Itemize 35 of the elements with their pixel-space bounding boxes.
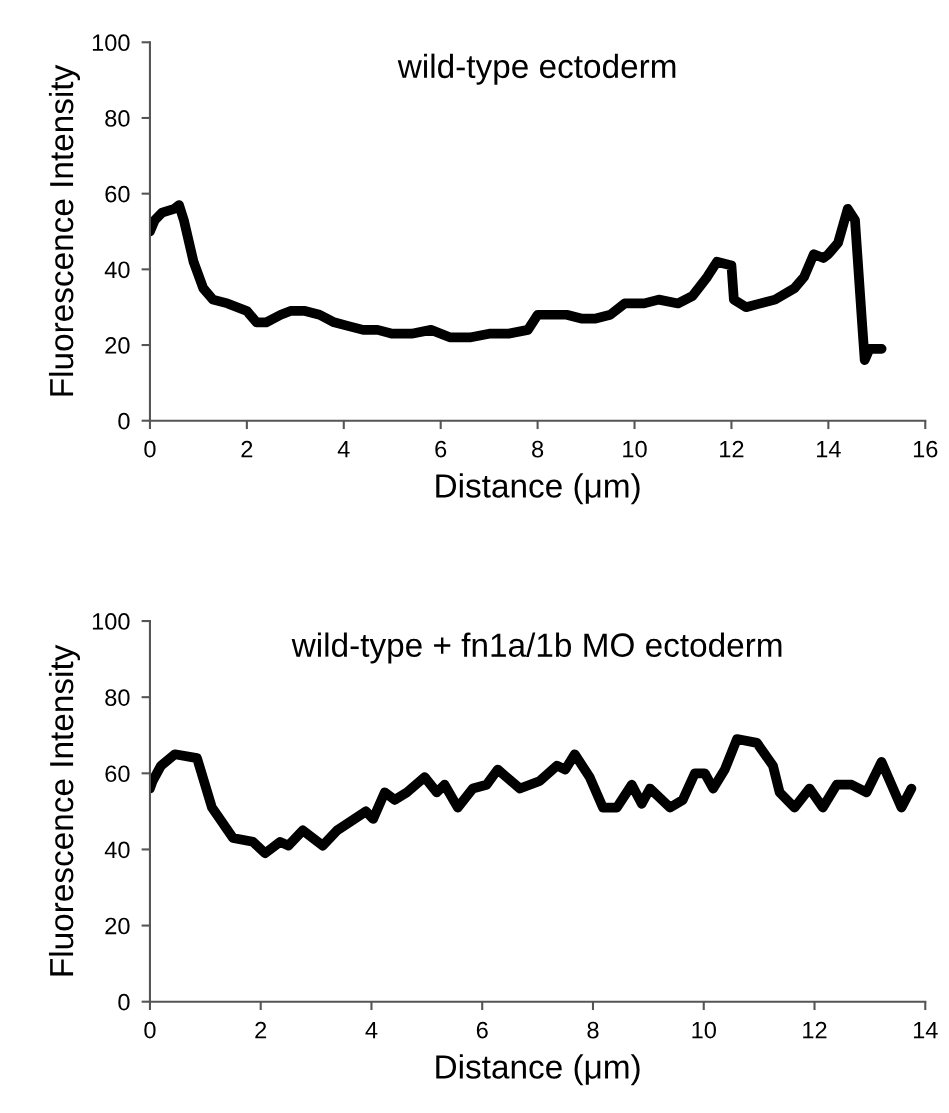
x-tick-label: 8 bbox=[587, 1021, 599, 1039]
x-tick-label: 8 bbox=[532, 440, 544, 458]
x-tick-label: 2 bbox=[241, 440, 253, 458]
x-tick-label: 0 bbox=[144, 440, 156, 458]
y-tick-label: 100 bbox=[92, 34, 130, 52]
x-tick-label: 4 bbox=[365, 1022, 378, 1039]
x-tick-label: 14 bbox=[913, 1022, 938, 1039]
x-tick-label: 0 bbox=[144, 1021, 156, 1039]
chart-title: wild-type + fn1a/1b MO ectoderm bbox=[291, 632, 782, 664]
y-tick-label: 80 bbox=[105, 689, 130, 706]
x-tick-label: 6 bbox=[435, 440, 447, 458]
y-tick-label: 100 bbox=[92, 613, 130, 630]
y-tick-label: 0 bbox=[118, 412, 130, 430]
x-axis-title: Distance (μm) bbox=[436, 473, 640, 505]
y-tick-label: 20 bbox=[105, 337, 130, 354]
y-tick-label: 40 bbox=[104, 261, 130, 279]
chart-title: wild-type ectoderm bbox=[397, 53, 676, 85]
x-tick-label: 2 bbox=[255, 1021, 267, 1039]
y-axis-title: Fluorescence Intensity bbox=[48, 64, 80, 396]
y-axis-title: Fluorescence Intensity bbox=[48, 644, 80, 976]
y-tick-label: 0 bbox=[118, 993, 130, 1011]
x-tick-label: 10 bbox=[623, 440, 647, 458]
x-tick-label: 14 bbox=[817, 441, 841, 458]
y-tick-label: 60 bbox=[105, 185, 130, 203]
x-tick-label: 4 bbox=[337, 441, 350, 458]
x-axis-title: Distance (μm) bbox=[436, 1054, 640, 1086]
x-tick-label: 6 bbox=[476, 1021, 488, 1039]
x-tick-label: 12 bbox=[803, 1021, 827, 1039]
x-tick-label: 12 bbox=[720, 440, 744, 458]
x-tick-label: 16 bbox=[913, 440, 938, 458]
y-tick-label: 20 bbox=[105, 917, 130, 935]
x-tick-label: 10 bbox=[692, 1021, 716, 1039]
y-tick-label: 80 bbox=[105, 110, 130, 127]
y-tick-label: 60 bbox=[105, 765, 130, 783]
y-tick-label: 40 bbox=[104, 841, 130, 859]
